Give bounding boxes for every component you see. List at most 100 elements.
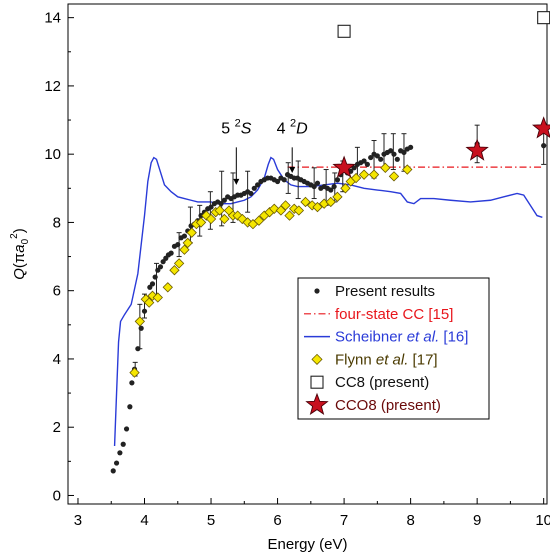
data-point — [152, 292, 163, 303]
data-point — [334, 177, 341, 183]
data-point — [147, 290, 158, 301]
y-label-sup: 2 — [9, 233, 20, 239]
legend-label: CC8 (present) — [335, 374, 429, 391]
x-axis-label: Energy (eV) — [267, 536, 347, 553]
y-tick-label: 4 — [53, 351, 61, 368]
series-flynn-et-al-17 — [129, 162, 413, 378]
data-point — [162, 282, 173, 293]
data-point — [388, 148, 394, 154]
data-point — [368, 169, 380, 180]
data-point — [374, 153, 380, 159]
state-annotation-label: 5 2S — [221, 118, 251, 138]
y-tick-label: 10 — [44, 146, 61, 163]
data-point — [134, 316, 146, 327]
x-tick-label: 9 — [473, 512, 481, 529]
data-point — [143, 297, 155, 308]
data-point — [311, 183, 317, 190]
y-tick-label: 12 — [44, 78, 61, 95]
data-point — [312, 201, 323, 213]
data-point — [337, 24, 351, 38]
data-point — [129, 380, 135, 386]
data-point — [306, 200, 318, 211]
data-point — [110, 468, 116, 474]
y-axis: 0 2 4 6 8 10 12 14 — [44, 10, 74, 504]
data-point — [364, 161, 370, 168]
data-point — [149, 281, 156, 287]
data-point — [168, 250, 174, 256]
data-point — [394, 156, 400, 162]
data-point — [169, 265, 180, 276]
y-tick-label: 6 — [53, 283, 61, 300]
data-point — [129, 367, 140, 378]
data-point — [117, 450, 123, 456]
data-point — [314, 180, 321, 186]
legend-label-italic: et al. — [376, 351, 409, 368]
data-point — [358, 169, 370, 180]
data-point — [332, 155, 356, 178]
data-point — [541, 143, 547, 149]
data-point — [340, 183, 351, 194]
legend: Present results four-state CC [15] Scheibn… — [297, 277, 490, 420]
data-point — [186, 227, 197, 238]
annotation-symbol: D — [296, 121, 308, 138]
y-tick-label: 14 — [44, 10, 61, 27]
y-label-close: ) — [11, 228, 28, 233]
data-point — [388, 171, 400, 182]
x-tick-label: 6 — [273, 512, 281, 529]
data-point — [274, 178, 281, 185]
data-point — [350, 172, 362, 184]
data-point — [152, 274, 158, 280]
data-point — [138, 325, 144, 331]
annotation-number: 4 — [277, 121, 290, 138]
x-tick-label: 8 — [406, 512, 414, 529]
data-point — [293, 205, 305, 216]
series-cc8-present — [337, 11, 550, 38]
legend-symbol-square — [310, 375, 324, 389]
data-point — [113, 460, 120, 466]
x-tick-label: 3 — [74, 512, 82, 529]
data-point — [214, 205, 225, 216]
data-point — [401, 149, 407, 156]
data-point — [173, 258, 185, 269]
data-point — [179, 244, 190, 255]
y-label-sub: 0 — [20, 238, 31, 244]
data-point — [284, 210, 295, 221]
data-point — [208, 204, 214, 210]
data-point — [157, 264, 164, 270]
series-layer — [110, 11, 550, 474]
data-point — [537, 11, 550, 25]
data-point — [281, 177, 287, 183]
data-point — [198, 213, 204, 219]
data-point — [325, 196, 336, 208]
data-point — [331, 183, 337, 190]
data-point — [351, 165, 357, 171]
legend-label: Scheibner et al. [16] — [335, 329, 468, 346]
data-point — [368, 154, 374, 161]
data-point — [195, 217, 207, 228]
data-point — [378, 156, 384, 162]
data-point — [221, 197, 227, 203]
x-tick-label: 7 — [340, 512, 348, 529]
y-tick-label: 8 — [53, 214, 61, 231]
data-point — [275, 205, 287, 216]
x-tick-label: 10 — [535, 512, 550, 529]
data-point — [120, 441, 126, 447]
y-tick-label: 0 — [53, 487, 61, 504]
annotation-arrow-head — [289, 166, 296, 173]
data-point — [391, 151, 397, 157]
data-point — [218, 201, 224, 207]
y-label-open: (π — [11, 253, 28, 268]
legend-label-part: Scheibner — [335, 329, 407, 346]
legend-label: CCO8 (present) — [335, 397, 441, 414]
legend-label-part: [17] — [408, 351, 437, 368]
legend-label: Present results — [335, 283, 435, 300]
legend-label-part: [16] — [439, 329, 468, 346]
series-cco8-present — [332, 116, 550, 178]
annotation-number: 5 — [221, 121, 234, 138]
legend-box — [297, 277, 490, 420]
y-tick-label: 2 — [53, 419, 61, 436]
data-point — [361, 158, 367, 164]
y-label-a: a — [11, 244, 28, 252]
data-point — [269, 203, 280, 214]
